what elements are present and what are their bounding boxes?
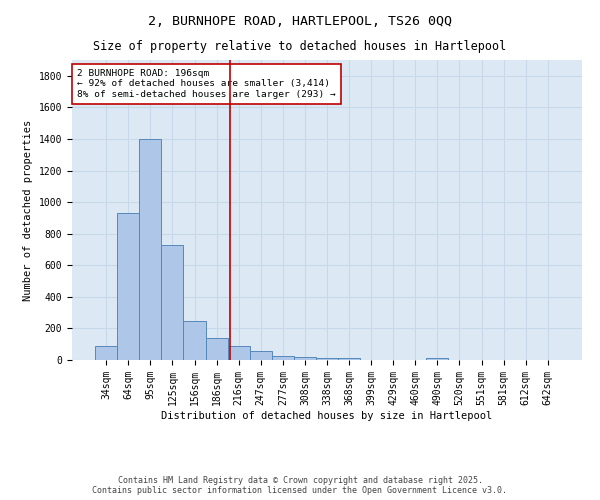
Bar	[206, 338, 227, 360]
Text: Size of property relative to detached houses in Hartlepool: Size of property relative to detached ho…	[94, 40, 506, 53]
Text: Contains HM Land Registry data © Crown copyright and database right 2025.
Contai: Contains HM Land Registry data © Crown c…	[92, 476, 508, 495]
Bar	[139, 139, 161, 360]
Bar	[294, 357, 316, 360]
Text: 2 BURNHOPE ROAD: 196sqm
← 92% of detached houses are smaller (3,414)
8% of semi-: 2 BURNHOPE ROAD: 196sqm ← 92% of detache…	[77, 69, 336, 99]
Bar	[250, 352, 272, 360]
Text: 2, BURNHOPE ROAD, HARTLEPOOL, TS26 0QQ: 2, BURNHOPE ROAD, HARTLEPOOL, TS26 0QQ	[148, 15, 452, 28]
Y-axis label: Number of detached properties: Number of detached properties	[23, 120, 33, 300]
X-axis label: Distribution of detached houses by size in Hartlepool: Distribution of detached houses by size …	[161, 410, 493, 420]
Bar	[184, 320, 206, 360]
Bar	[227, 346, 250, 360]
Bar	[427, 358, 448, 360]
Bar	[161, 244, 184, 360]
Bar	[316, 358, 338, 360]
Bar	[338, 358, 360, 360]
Bar	[272, 356, 294, 360]
Bar	[117, 213, 139, 360]
Bar	[95, 346, 117, 360]
